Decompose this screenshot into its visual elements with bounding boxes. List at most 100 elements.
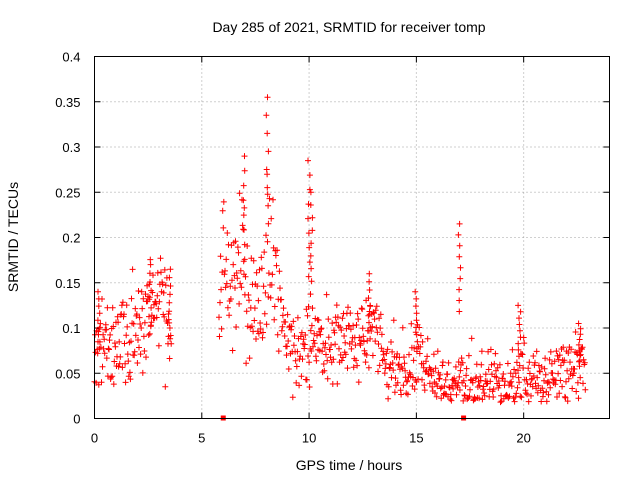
data-point [373, 303, 380, 310]
data-point [516, 315, 522, 322]
data-point [522, 390, 529, 397]
data-point [344, 365, 351, 372]
data-point [98, 379, 105, 386]
data-point [275, 348, 282, 355]
data-point [390, 317, 397, 324]
data-point [468, 376, 475, 383]
data-point [337, 324, 344, 331]
data-point [158, 269, 164, 276]
data-point [462, 383, 469, 389]
data-point [145, 332, 152, 338]
data-point [365, 364, 372, 371]
data-point [518, 394, 525, 401]
data-point [298, 329, 305, 336]
data-point [263, 321, 270, 328]
data-point [343, 325, 350, 332]
data-point [515, 367, 521, 374]
data-point [248, 323, 255, 330]
data-point [236, 300, 243, 307]
data-point [365, 312, 372, 319]
data-point [238, 284, 245, 291]
data-point [240, 182, 247, 189]
data-point [341, 333, 348, 339]
data-point [137, 321, 144, 327]
data-point [95, 288, 101, 295]
data-point [138, 288, 145, 295]
data-point [532, 359, 538, 366]
data-point [121, 340, 128, 347]
data-point [367, 335, 374, 342]
data-point [266, 195, 273, 202]
data-point [526, 370, 533, 377]
data-point [162, 282, 169, 289]
data-point [307, 327, 314, 334]
data-point [500, 371, 507, 377]
data-point [466, 393, 473, 400]
data-point [255, 330, 262, 337]
data-point [376, 315, 383, 322]
data-point [417, 343, 424, 350]
data-point [334, 380, 341, 387]
data-point [413, 295, 420, 302]
data-point [479, 396, 486, 403]
y-tick-label: 0.35 [55, 95, 80, 110]
data-point [565, 350, 572, 356]
data-point [354, 310, 361, 317]
data-point [426, 380, 433, 387]
data-point [342, 351, 349, 358]
data-point [309, 214, 316, 221]
data-point [457, 264, 464, 271]
data-point [567, 359, 573, 366]
data-point [457, 367, 464, 374]
data-point [140, 295, 147, 302]
data-point [432, 365, 439, 372]
data-point [580, 356, 587, 363]
data-point [438, 395, 445, 402]
data-point [303, 376, 310, 383]
data-point [289, 394, 296, 401]
data-point [347, 310, 354, 317]
data-point [355, 379, 362, 386]
data-point [301, 341, 308, 348]
data-point [310, 337, 317, 344]
data-point [136, 314, 143, 321]
data-point [434, 383, 441, 390]
data-point [455, 231, 462, 238]
data-point [575, 341, 582, 348]
data-point [369, 352, 376, 359]
data-point [258, 254, 265, 261]
data-point [168, 340, 175, 347]
data-point [515, 346, 522, 353]
data-point [399, 324, 406, 331]
data-point [141, 348, 148, 354]
data-point [217, 299, 223, 306]
data-point [160, 289, 167, 296]
data-point [543, 388, 550, 395]
data-point [127, 376, 134, 383]
data-point [574, 379, 581, 386]
data-point [146, 296, 153, 303]
data-point [307, 202, 314, 208]
data-point [94, 350, 101, 357]
data-point [469, 379, 476, 386]
data-point [482, 371, 489, 378]
data-point [360, 333, 367, 340]
data-point [167, 283, 174, 289]
data-point [375, 368, 381, 375]
y-tick-label: 0 [73, 412, 80, 427]
data-point [101, 350, 108, 357]
data-point [437, 371, 444, 378]
data-point [552, 381, 559, 388]
data-point [385, 395, 392, 402]
data-point [115, 363, 122, 370]
data-point [460, 377, 467, 384]
data-point [355, 316, 362, 323]
data-point [333, 319, 340, 326]
data-point [496, 382, 503, 389]
data-point [308, 322, 315, 329]
data-point [452, 363, 459, 370]
data-point [161, 313, 168, 320]
data-point [576, 363, 583, 370]
x-tick-label: 5 [198, 431, 205, 446]
data-point [406, 351, 412, 358]
